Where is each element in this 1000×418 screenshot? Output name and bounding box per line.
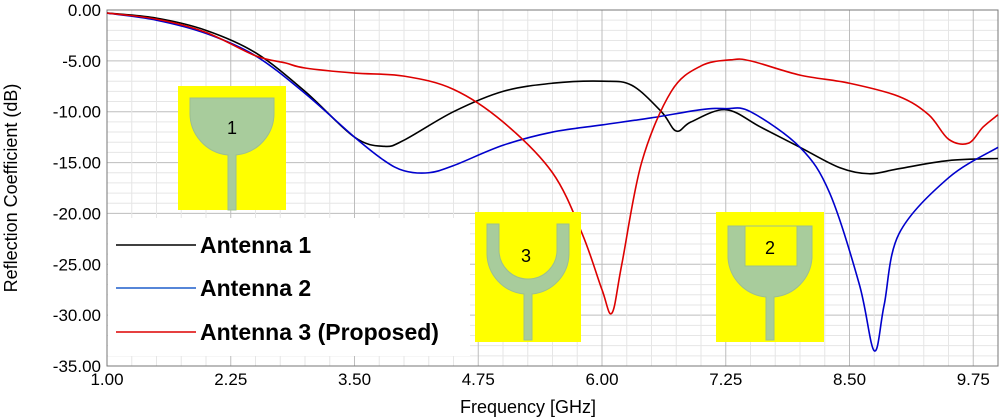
inset-antenna-2: 2	[716, 212, 824, 342]
legend-label-antenna-1: Antenna 1	[200, 232, 311, 258]
inset-1-patch	[189, 97, 275, 211]
series-lines	[106, 12, 999, 352]
x-tick-label: 4.75	[462, 370, 495, 389]
y-tick-label: -10.00	[53, 103, 101, 122]
x-tick-label: 9.75	[957, 370, 990, 389]
inset-3-label: 3	[521, 246, 531, 266]
x-tick-label: 8.50	[833, 370, 866, 389]
legend-label-antenna-3: Antenna 3 (Proposed)	[200, 319, 439, 345]
inset-3-patch	[486, 223, 570, 341]
x-tick-labels: 1.00 2.25 3.50 4.75 6.00 7.25 8.50 9.75	[90, 370, 989, 389]
axes	[106, 9, 999, 367]
inset-2-label: 2	[765, 238, 775, 258]
series-line-2	[106, 12, 999, 352]
series-line-3	[106, 12, 999, 315]
y-tick-label: -30.00	[53, 306, 101, 325]
y-tick-label: -5.00	[62, 52, 101, 71]
legend: Antenna 1 Antenna 2 Antenna 3 (Proposed)	[108, 218, 470, 356]
inset-antenna-3: 3	[475, 212, 581, 342]
x-tick-label: 3.50	[338, 370, 371, 389]
series-line-1	[106, 12, 999, 175]
y-tick-label: -25.00	[53, 255, 101, 274]
legend-box	[108, 218, 470, 356]
inset-2-patch	[727, 225, 813, 341]
y-tick-label: -15.00	[53, 154, 101, 173]
x-tick-label: 2.25	[214, 370, 247, 389]
y-tick-label: -20.00	[53, 204, 101, 223]
y-tick-label: -35.00	[53, 357, 101, 376]
y-tick-labels: 0.00 -5.00 -10.00 -15.00 -20.00 -25.00 -30.00 -…	[53, 1, 101, 376]
y-axis-title: Reflection Coefficient (dB)	[1, 84, 21, 293]
inset-1-label: 1	[227, 118, 237, 138]
plot-frame	[106, 9, 999, 367]
y-tick-label: 0.00	[68, 1, 101, 20]
legend-label-antenna-2: Antenna 2	[200, 275, 311, 301]
x-tick-label: 6.00	[585, 370, 618, 389]
inset-antenna-1: 1	[178, 86, 286, 211]
x-tick-label: 7.25	[709, 370, 742, 389]
x-tick-label: 1.00	[90, 370, 123, 389]
x-axis-title: Frequency [GHz]	[460, 397, 596, 417]
